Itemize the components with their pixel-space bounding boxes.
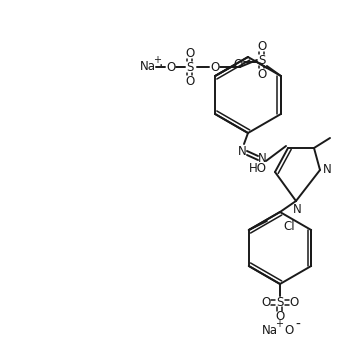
Text: +: +: [153, 55, 161, 65]
Text: O: O: [257, 40, 266, 53]
Text: O: O: [284, 324, 294, 337]
Text: O: O: [257, 68, 266, 81]
Text: N: N: [293, 202, 301, 216]
Text: S: S: [276, 296, 284, 309]
Text: S: S: [186, 60, 194, 73]
Text: Cl: Cl: [283, 220, 295, 233]
Text: O: O: [185, 75, 194, 87]
Text: -: -: [296, 318, 301, 332]
Text: +: +: [275, 319, 283, 329]
Text: O: O: [289, 296, 299, 309]
Text: Na: Na: [262, 324, 278, 337]
Text: O: O: [261, 296, 271, 309]
Text: N: N: [323, 162, 331, 176]
Text: O: O: [275, 310, 285, 323]
Text: O: O: [210, 60, 220, 73]
Text: HO: HO: [249, 162, 267, 175]
Text: ·: ·: [159, 59, 163, 73]
Text: Na: Na: [140, 59, 156, 72]
Text: N: N: [238, 144, 246, 158]
Text: O: O: [166, 60, 176, 73]
Text: N: N: [258, 152, 266, 165]
Text: O: O: [185, 46, 194, 59]
Text: S: S: [258, 54, 266, 67]
Text: O: O: [234, 58, 243, 71]
